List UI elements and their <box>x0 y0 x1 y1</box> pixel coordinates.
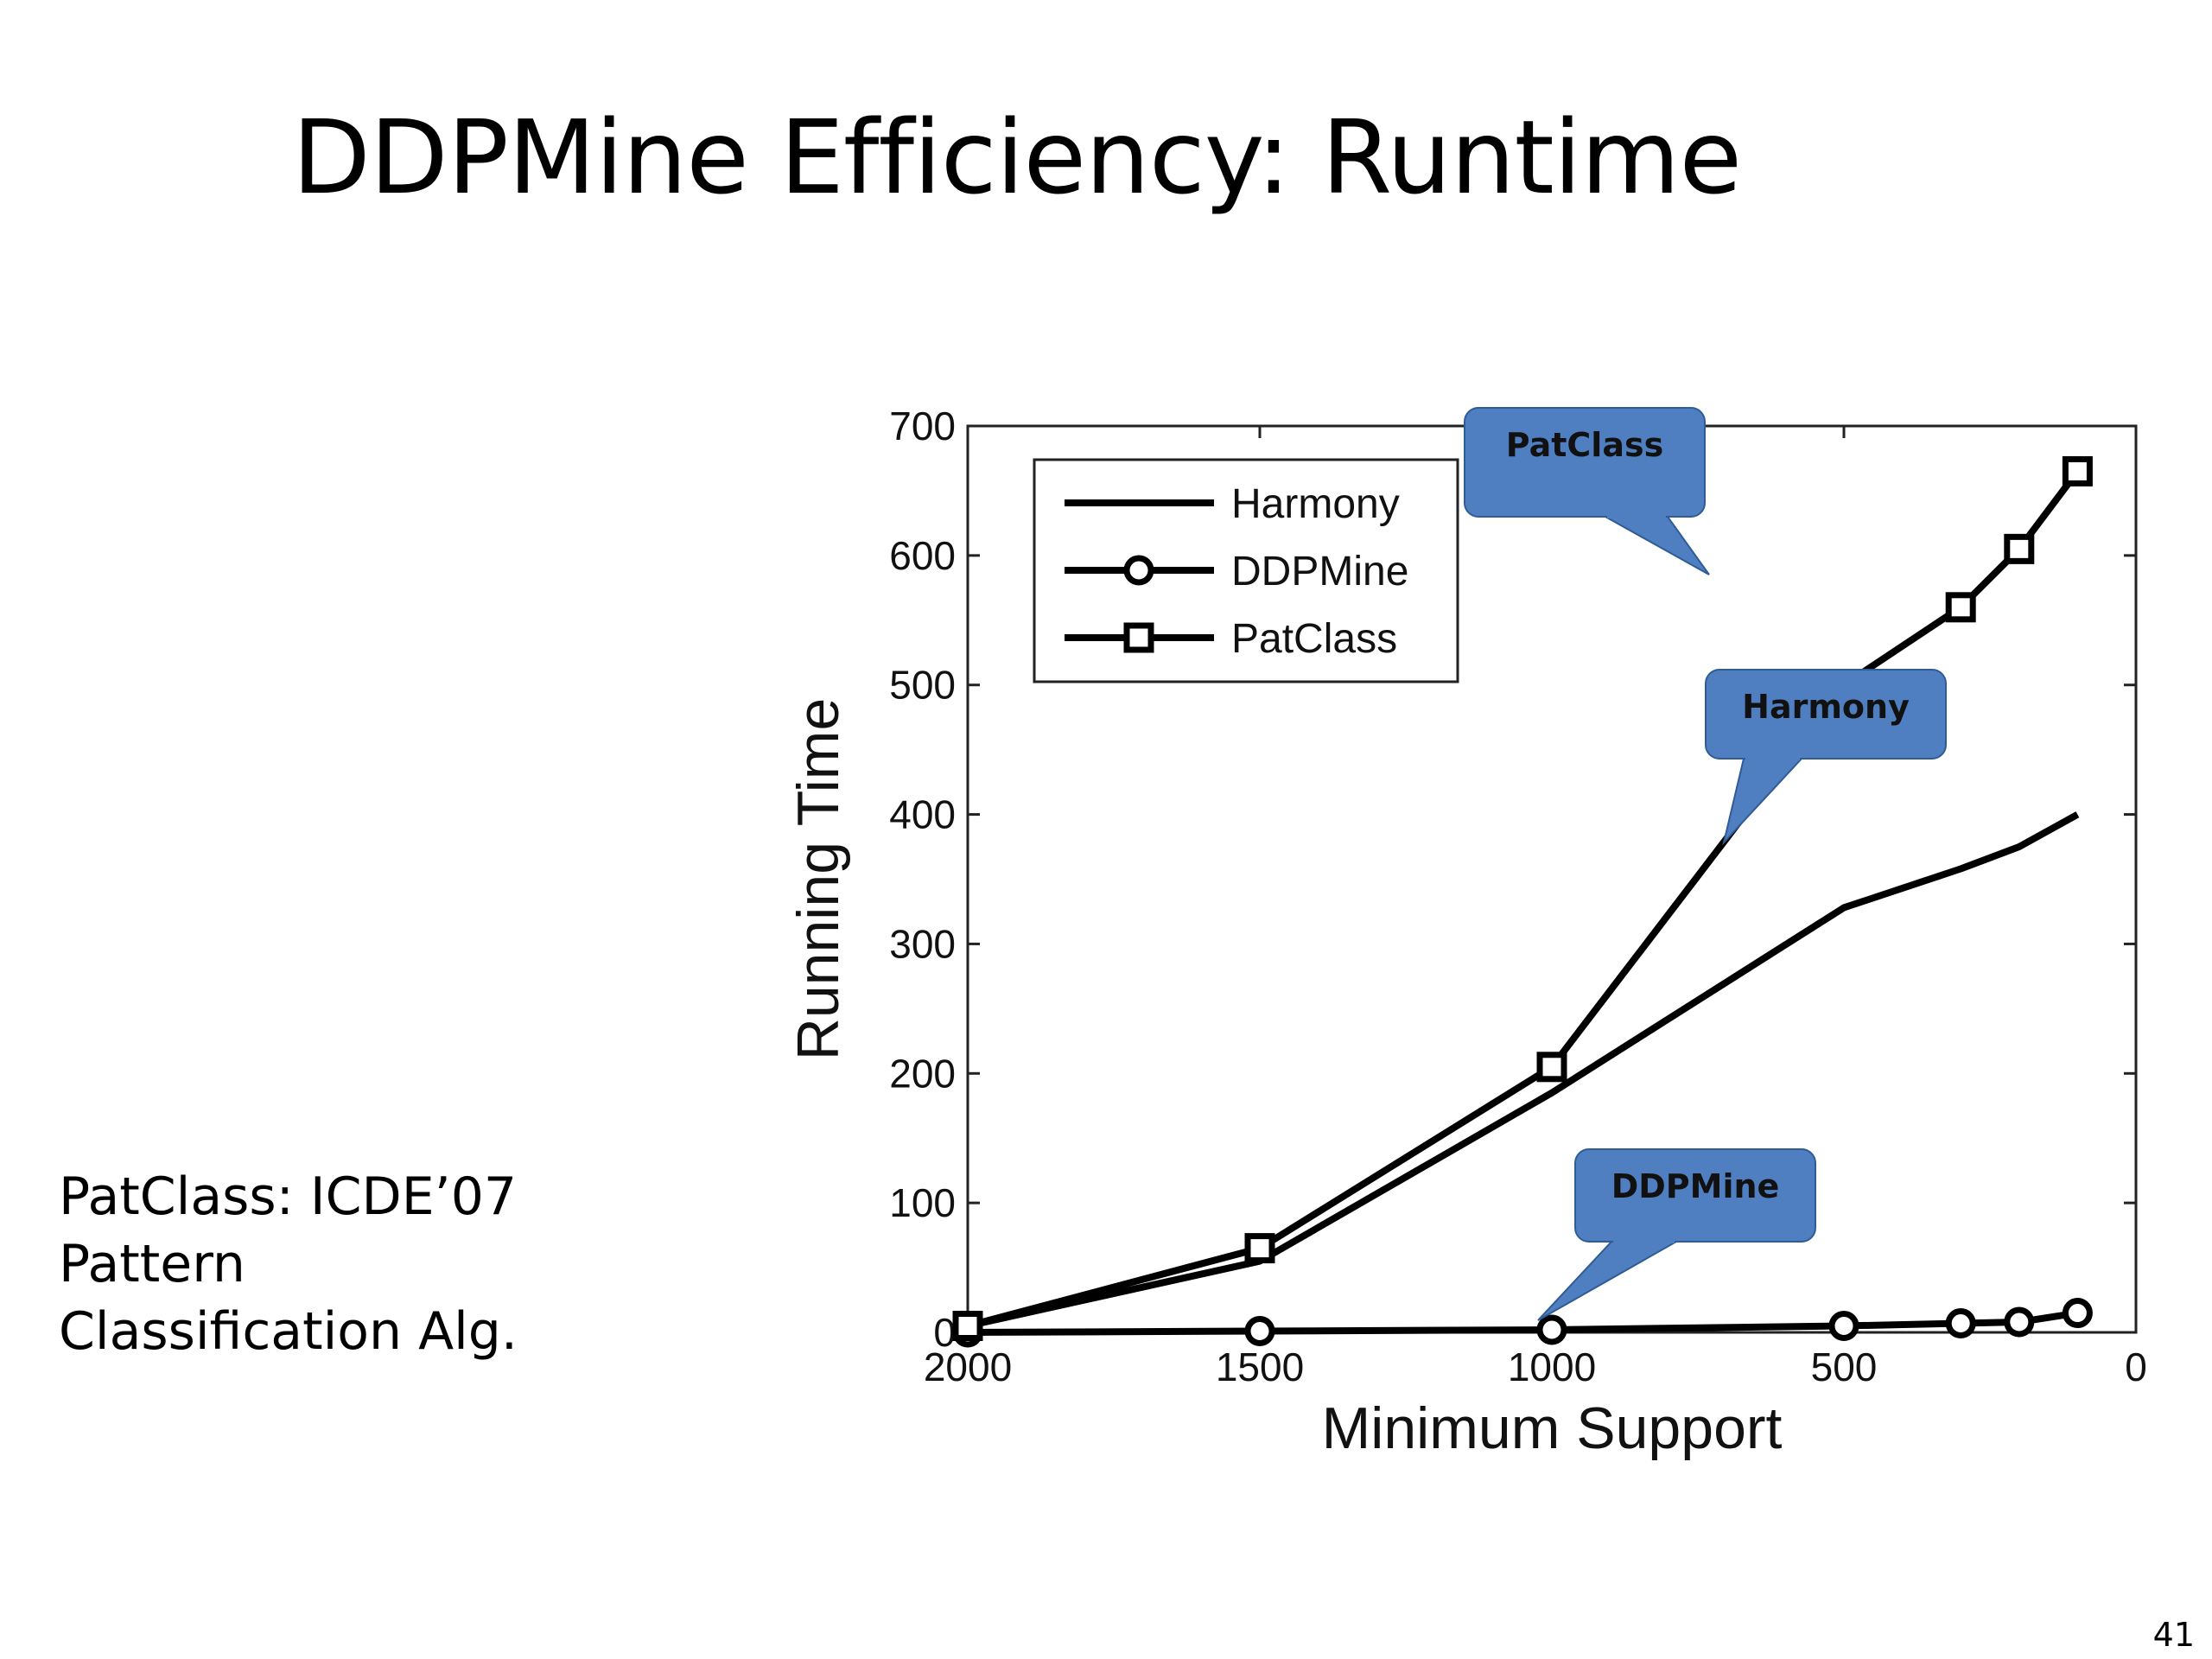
callout-tail-harmony <box>1722 758 1804 846</box>
x-axis-title: Minimum Support <box>1322 1395 1783 1461</box>
y-axis-title: Running Time <box>785 698 851 1061</box>
y-tick-label: 400 <box>889 792 956 837</box>
y-tick-label: 300 <box>889 921 956 966</box>
y-tick-label: 100 <box>889 1180 956 1225</box>
patclass-point <box>1945 592 1976 623</box>
callout-tail-patclass <box>1602 516 1710 575</box>
x-tick-label: 500 <box>1811 1344 1878 1389</box>
side-note-line: Pattern <box>59 1234 245 1294</box>
x-tick-label: 2000 <box>924 1344 1012 1389</box>
legend-label-ddpmine: DDPMine <box>1231 549 1408 594</box>
callout-box-ddpmine <box>1574 1148 1816 1243</box>
series-line-ddpmine <box>967 1309 2079 1336</box>
legend-label-patclass: PatClass <box>1231 616 1397 662</box>
ddpmine-point <box>1828 1311 1859 1342</box>
page-number: 41 <box>2152 1616 2195 1654</box>
x-tick-label: 0 <box>2125 1344 2147 1389</box>
x-tick-label: 1000 <box>1508 1344 1596 1389</box>
side-note-line: PatClass: ICDE’07 <box>59 1166 518 1227</box>
callout-box-patclass <box>1464 407 1706 518</box>
ddpmine-point <box>2004 1306 2035 1338</box>
side-note-line: Classification Alg. <box>59 1301 518 1362</box>
ddpmine-point <box>1244 1316 1275 1347</box>
ddpmine-point <box>1945 1308 1976 1339</box>
callout-box-harmony <box>1705 669 1947 760</box>
ddpmine-point <box>2062 1298 2093 1329</box>
legend-marker-ddpmine <box>1123 555 1154 586</box>
patclass-point <box>952 1311 983 1342</box>
ddpmine-point <box>1536 1314 1567 1345</box>
slide-title: DDPMine Efficiency: Runtime <box>292 98 1742 217</box>
callout-label-harmony: Harmony <box>1742 688 1910 726</box>
callout-label-ddpmine: DDPMine <box>1611 1167 1780 1205</box>
y-tick-label: 0 <box>933 1310 956 1355</box>
series-line-harmony <box>967 811 2080 1330</box>
callout-tail-ddpmine <box>1537 1241 1680 1321</box>
patclass-point <box>1536 1052 1567 1083</box>
side-note: PatClass: ICDE’07 Pattern Classification… <box>59 1163 518 1365</box>
legend-marker-patclass <box>1123 622 1154 653</box>
patclass-point <box>2062 455 2093 486</box>
patclass-point <box>2004 533 2035 564</box>
patclass-point <box>1244 1233 1275 1264</box>
y-tick-label: 700 <box>889 404 956 448</box>
x-tick-label: 1500 <box>1216 1344 1304 1389</box>
callout-label-patclass: PatClass <box>1506 426 1663 464</box>
y-tick-label: 200 <box>889 1051 956 1096</box>
y-tick-label: 600 <box>889 533 956 578</box>
legend-label-harmony: Harmony <box>1231 481 1400 527</box>
y-tick-label: 500 <box>889 663 956 708</box>
